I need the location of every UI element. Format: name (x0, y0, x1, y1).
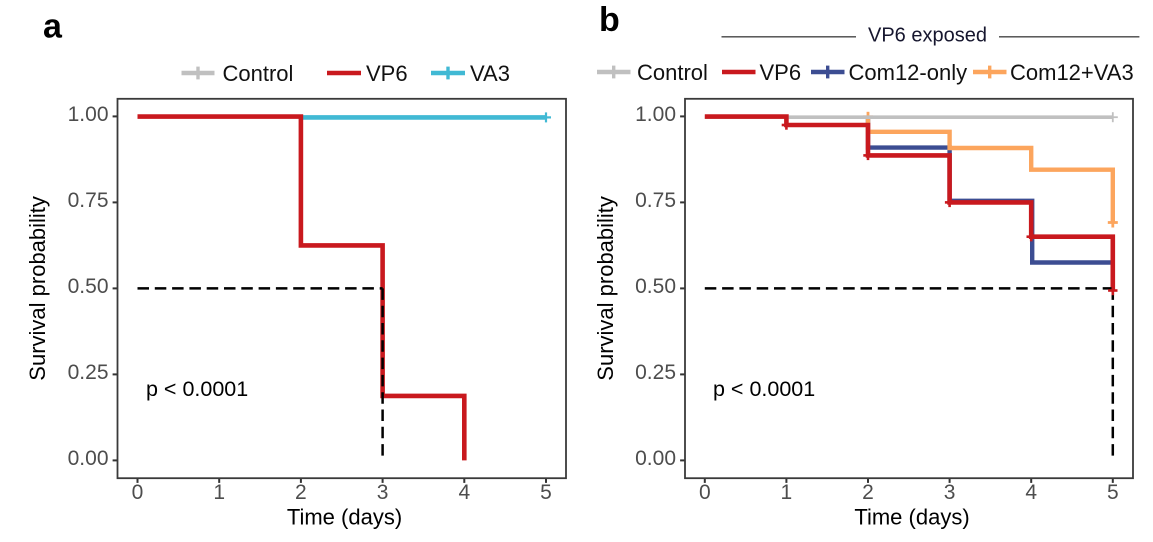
svg-text:1: 1 (213, 481, 225, 504)
svg-text:0.75: 0.75 (68, 189, 109, 212)
svg-text:4: 4 (1025, 481, 1037, 504)
svg-text:0.75: 0.75 (635, 189, 676, 212)
svg-text:0: 0 (699, 481, 711, 504)
svg-text:VP6 exposed: VP6 exposed (868, 25, 987, 47)
svg-text:2: 2 (862, 481, 874, 504)
svg-text:Survival probability: Survival probability (25, 196, 50, 381)
svg-text:0.50: 0.50 (68, 275, 109, 298)
svg-text:p < 0.0001: p < 0.0001 (713, 377, 815, 401)
svg-text:Control: Control (637, 60, 708, 85)
svg-text:p < 0.0001: p < 0.0001 (146, 377, 248, 401)
svg-text:Control: Control (223, 61, 294, 86)
svg-text:b: b (599, 1, 620, 39)
svg-text:3: 3 (377, 481, 389, 504)
svg-text:4: 4 (458, 481, 470, 504)
svg-text:2: 2 (295, 481, 307, 504)
svg-text:0.00: 0.00 (68, 447, 109, 470)
svg-text:0.50: 0.50 (635, 275, 676, 298)
svg-text:1.00: 1.00 (68, 103, 109, 126)
svg-text:Survival probability: Survival probability (593, 196, 618, 381)
svg-text:5: 5 (540, 481, 552, 504)
svg-text:0: 0 (132, 481, 144, 504)
svg-text:1.00: 1.00 (635, 103, 676, 126)
svg-text:a: a (43, 8, 63, 46)
svg-text:3: 3 (944, 481, 956, 504)
svg-text:Time (days): Time (days) (287, 505, 402, 530)
svg-text:VP6: VP6 (366, 61, 408, 86)
svg-text:0.25: 0.25 (635, 361, 676, 384)
svg-text:0.00: 0.00 (635, 447, 676, 470)
svg-text:Com12-only: Com12-only (849, 60, 968, 85)
svg-text:Time (days): Time (days) (854, 505, 969, 530)
svg-text:VP6: VP6 (760, 60, 802, 85)
svg-text:Com12+VA3: Com12+VA3 (1010, 60, 1134, 85)
svg-text:VA3: VA3 (470, 61, 510, 86)
svg-text:1: 1 (781, 481, 793, 504)
svg-text:0.25: 0.25 (68, 361, 109, 384)
svg-text:5: 5 (1107, 481, 1119, 504)
